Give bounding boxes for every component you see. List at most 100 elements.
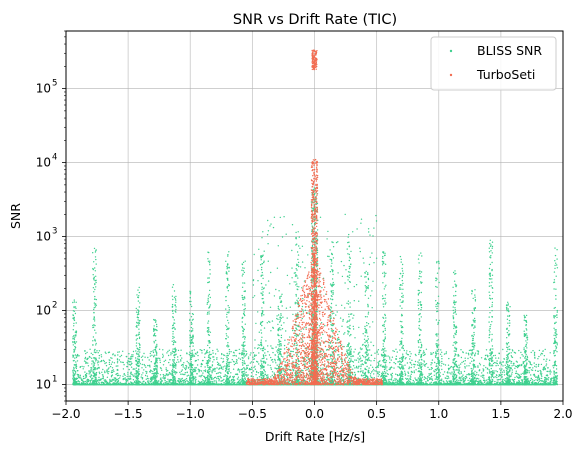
- bliss-point: [95, 344, 97, 346]
- bliss-point: [135, 360, 137, 363]
- bliss-point: [213, 359, 215, 361]
- bliss-point: [94, 377, 97, 379]
- bliss-point: [249, 368, 251, 370]
- bliss-point: [223, 381, 225, 384]
- bliss-point: [103, 360, 106, 363]
- bliss-point: [418, 349, 421, 351]
- bliss-point: [95, 342, 97, 345]
- bliss-point: [152, 378, 154, 380]
- bliss-point: [175, 367, 177, 369]
- bliss-point: [495, 365, 497, 367]
- bliss-point: [178, 383, 181, 386]
- bliss-point: [530, 374, 532, 376]
- bliss-point: [110, 380, 112, 382]
- bliss-point: [127, 379, 129, 381]
- bliss-point: [543, 366, 546, 368]
- bliss-point: [96, 368, 98, 370]
- bliss-point: [421, 365, 423, 367]
- bliss-point: [171, 327, 174, 330]
- bliss-point: [377, 372, 379, 375]
- bliss-point: [252, 356, 254, 358]
- bliss-point: [446, 375, 448, 377]
- bliss-point: [179, 354, 182, 357]
- bliss-point: [229, 375, 231, 377]
- bliss-point: [533, 383, 536, 385]
- bliss-point: [549, 380, 552, 383]
- bliss-point: [224, 374, 226, 376]
- bliss-point: [543, 355, 546, 357]
- bliss-point: [163, 378, 166, 380]
- bliss-point: [414, 360, 417, 363]
- bliss-point: [126, 361, 128, 364]
- bliss-point: [271, 371, 274, 373]
- bliss-point: [286, 375, 288, 377]
- bliss-point: [253, 366, 255, 369]
- bliss-point: [510, 360, 513, 363]
- bliss-point: [281, 377, 283, 379]
- bliss-point: [392, 382, 394, 385]
- bliss-point: [214, 367, 216, 370]
- bliss-point: [252, 352, 255, 354]
- bliss-point: [459, 366, 461, 368]
- bliss-point: [533, 362, 535, 364]
- bliss-point: [537, 374, 540, 377]
- bliss-point: [414, 364, 416, 366]
- bliss-point: [142, 383, 144, 386]
- bliss-point: [148, 365, 150, 367]
- bliss-point: [107, 383, 109, 385]
- bliss-point: [499, 361, 501, 363]
- bliss-point: [138, 331, 140, 334]
- bliss-point: [221, 380, 223, 382]
- bliss-point: [191, 349, 193, 352]
- bliss-point: [543, 382, 545, 384]
- bliss-point: [104, 379, 107, 381]
- bliss-point: [247, 356, 250, 358]
- bliss-point: [160, 377, 162, 379]
- bliss-point: [174, 304, 176, 306]
- bliss-point: [172, 379, 174, 382]
- bliss-point: [173, 341, 175, 344]
- bliss-point: [153, 329, 155, 332]
- bliss-point: [531, 382, 533, 384]
- bliss-point: [189, 343, 192, 345]
- bliss-point: [94, 351, 97, 354]
- bliss-point: [190, 339, 193, 341]
- bliss-point: [232, 383, 234, 386]
- bliss-point: [155, 383, 158, 385]
- bliss-point: [309, 374, 311, 376]
- bliss-point: [135, 350, 137, 352]
- bliss-point: [73, 306, 75, 308]
- bliss-point: [411, 359, 413, 361]
- bliss-point: [129, 358, 131, 360]
- bliss-point: [89, 371, 91, 373]
- bliss-point: [152, 377, 155, 379]
- bliss-point: [106, 371, 108, 373]
- bliss-point: [99, 378, 101, 381]
- bliss-point: [223, 383, 225, 385]
- bliss-point: [244, 350, 246, 352]
- bliss-point: [146, 375, 149, 377]
- bliss-point: [90, 352, 93, 354]
- bliss-point: [74, 342, 76, 345]
- bliss-point: [214, 383, 217, 385]
- bliss-point: [94, 303, 97, 305]
- bliss-point: [155, 354, 158, 356]
- bliss-point: [485, 358, 487, 361]
- bliss-point: [305, 359, 308, 362]
- bliss-point: [479, 383, 481, 386]
- bliss-point: [409, 377, 411, 379]
- bliss-point: [112, 382, 114, 384]
- bliss-point: [451, 383, 453, 386]
- bliss-point: [235, 361, 238, 363]
- bliss-point: [138, 322, 141, 324]
- bliss-point: [184, 368, 187, 371]
- bliss-point: [217, 372, 219, 374]
- bliss-point: [499, 374, 502, 377]
- bliss-point: [147, 356, 149, 359]
- bliss-point: [505, 369, 508, 372]
- bliss-point: [534, 369, 537, 372]
- bliss-point: [98, 350, 101, 352]
- bliss-point: [355, 365, 358, 368]
- bliss-point: [212, 361, 214, 363]
